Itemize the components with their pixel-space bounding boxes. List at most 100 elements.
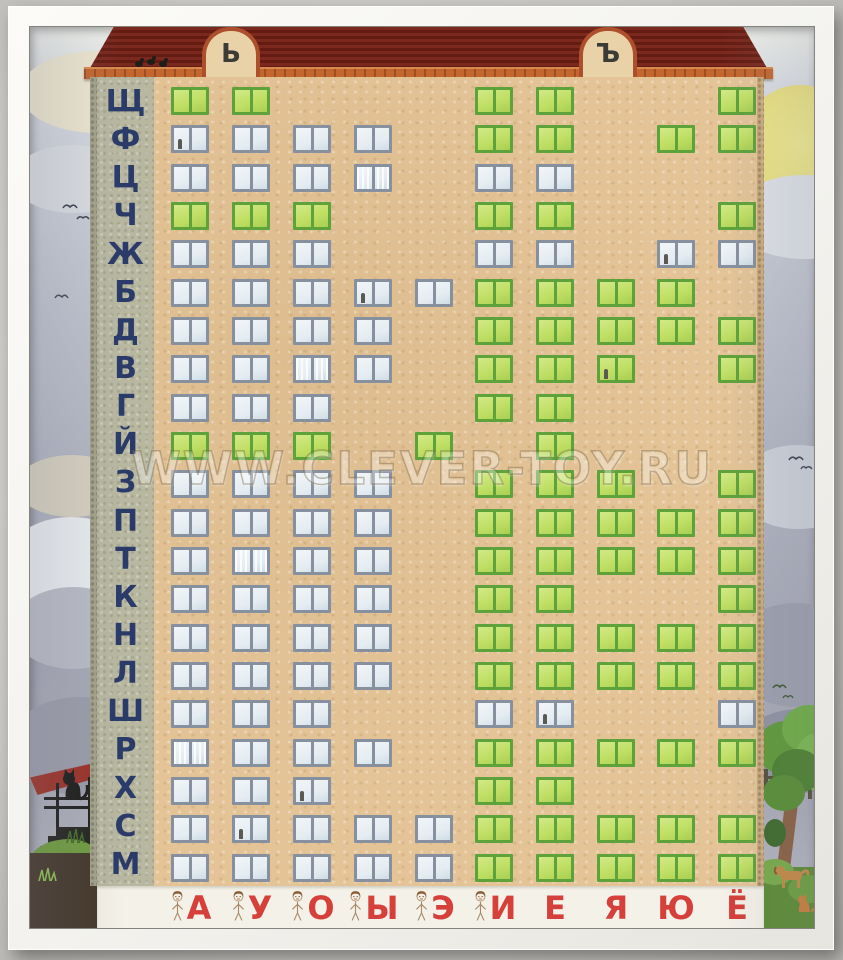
window-З-И [475, 470, 513, 499]
window-Ц-И [475, 163, 513, 192]
watermark: WWW.CLEVER-TOY.RU [130, 441, 713, 496]
window-Ф-И [475, 125, 513, 154]
consonant-letter: С [114, 808, 137, 844]
black-cat-icon [58, 767, 89, 807]
consonant-letter: З [114, 465, 137, 501]
window-Б-И [475, 278, 513, 307]
window-Щ-А [171, 87, 209, 115]
window-З-Я [597, 470, 635, 499]
window-Й-А [171, 432, 209, 460]
consonant-letter: Г [115, 389, 136, 425]
vowel-cell-Е: Е [523, 886, 587, 928]
vowel-letter: А [186, 888, 212, 927]
window-Щ-И [475, 87, 513, 115]
girl-icon [350, 890, 362, 921]
window-Ш-И [475, 700, 513, 729]
consonant-letter: Й [112, 427, 139, 463]
roof-bird-icon [134, 53, 146, 72]
roof [90, 27, 767, 68]
window-З-А [171, 470, 209, 499]
window-К-Ы [354, 585, 392, 614]
window-П-Е [536, 508, 574, 537]
window-Т-А [171, 547, 209, 575]
roof-bird-icon [146, 51, 158, 70]
vowel-letter: Е [544, 888, 566, 927]
window-Т-Ю [657, 547, 695, 575]
vowel-letter: О [307, 888, 335, 927]
window-С-Е [536, 815, 574, 844]
vowel-letter: Ё [726, 888, 748, 927]
window-Ч-Ё [718, 202, 756, 230]
tree-foliage [763, 775, 805, 811]
window-Л-Ё [718, 661, 756, 690]
window-Л-О [293, 661, 331, 690]
window-Л-А [171, 661, 209, 690]
window-С-А [171, 815, 209, 844]
window-Ж-А [171, 240, 209, 269]
porch-post [56, 783, 59, 849]
consonant-letter: Б [114, 274, 137, 310]
window-В-Я [597, 355, 635, 384]
bird-icon [788, 447, 804, 466]
window-Б-У [232, 278, 270, 307]
window-Н-Ё [718, 623, 756, 652]
window-С-Ю [657, 815, 695, 844]
vowel-letter: У [247, 888, 273, 927]
window-М-И [475, 853, 513, 882]
window-Т-Ы [354, 547, 392, 575]
vowel-letter: Ы [365, 888, 399, 927]
porch-post [88, 777, 91, 849]
window-М-Ё [718, 853, 756, 882]
girl-icon [472, 889, 489, 927]
ground [30, 853, 97, 928]
consonant-letter: Т [115, 541, 136, 577]
window-Д-У [232, 317, 270, 345]
window-Ф-Ё [718, 125, 756, 154]
window-Т-О [293, 547, 331, 575]
dormer-soft-sign: Ь [202, 27, 260, 77]
consonant-letter: Ч [113, 198, 138, 234]
window-З-О [293, 470, 331, 499]
consonant-letter: П [112, 503, 139, 539]
window-Н-О [293, 623, 331, 652]
window-Т-У [232, 547, 270, 575]
building-right-edge [757, 77, 764, 886]
consonant-letter: Ж [107, 236, 144, 272]
window-М-У [232, 853, 270, 882]
window-Т-И [475, 547, 513, 575]
vowel-letter: Я [603, 888, 629, 927]
dog-icon [772, 863, 810, 893]
window-С-Э [415, 815, 453, 844]
hard-sign-letter: Ъ [595, 39, 621, 69]
window-Ж-И [475, 240, 513, 269]
roof-bird-icon [158, 53, 170, 72]
consonant-letter: М [110, 846, 141, 882]
window-М-Э [415, 853, 453, 882]
window-М-А [171, 853, 209, 882]
window-В-О [293, 355, 331, 384]
window-Н-И [475, 623, 513, 652]
girl-icon [230, 889, 247, 927]
window-Ч-А [171, 202, 209, 230]
orange-cat-icon [794, 893, 814, 919]
window-Ш-Ё [718, 700, 756, 729]
window-Ф-О [293, 125, 331, 154]
vowel-cell-У: У [219, 886, 283, 928]
window-Ц-Е [536, 163, 574, 192]
window-Ч-О [293, 202, 331, 230]
porch-rail [44, 806, 96, 809]
window-Ж-О [293, 240, 331, 269]
window-В-Ё [718, 355, 756, 384]
window-Й-У [232, 432, 270, 460]
window-Ф-Ы [354, 125, 392, 154]
bird-icon [76, 206, 90, 225]
window-Ш-У [232, 700, 270, 729]
consonant-letter: Д [112, 312, 139, 348]
vowel-letter: И [489, 888, 517, 927]
window-С-Я [597, 815, 635, 844]
consonant-letter: Н [112, 618, 139, 654]
consonant-letter: Ц [111, 160, 140, 196]
